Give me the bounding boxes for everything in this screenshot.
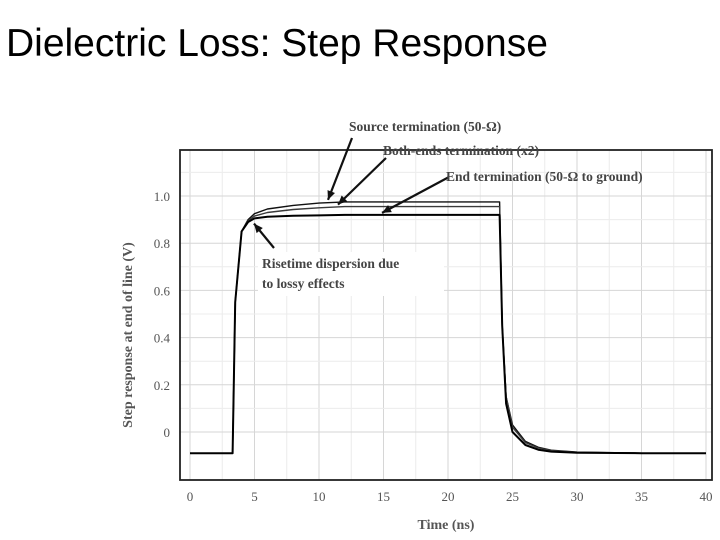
plot-frame — [179, 149, 713, 481]
x-tick-label: 25 — [506, 489, 519, 504]
annotation-arrow — [326, 137, 354, 201]
tick-labels: 0 5 10 15 20 25 30 35 40 0 0.2 0.4 0.6 0.8 1.0 — [154, 189, 713, 504]
x-axis-title: Time (ns) — [418, 518, 475, 533]
annotation-background — [258, 252, 444, 296]
x-tick-label: 30 — [571, 489, 584, 504]
y-tick-label: 0.6 — [154, 283, 171, 298]
x-tick-label: 20 — [442, 489, 455, 504]
grid — [180, 150, 712, 480]
annotation-arrowhead — [327, 190, 335, 200]
x-tick-label: 5 — [251, 489, 258, 504]
annotation-label: End termination (50-Ω to ground) — [446, 169, 643, 184]
x-tick-label: 0 — [187, 489, 194, 504]
slide-title: Dielectric Loss: Step Response — [6, 22, 548, 65]
y-tick-label: 0.2 — [154, 378, 170, 393]
x-tick-label: 35 — [635, 489, 648, 504]
annotation-label: Risetime dispersion due — [262, 256, 399, 271]
x-tick-label: 40 — [700, 489, 713, 504]
annotation-arrowhead — [382, 205, 392, 213]
annotation-label: Source termination (50-Ω) — [349, 119, 501, 134]
y-axis-title: Step response at end of line (V) — [121, 242, 136, 428]
annotation-arrowhead — [254, 223, 263, 234]
series-group — [190, 201, 706, 455]
annotation-arrowhead — [338, 195, 348, 205]
annotation-arrow — [381, 176, 450, 214]
y-tick-label: 0 — [164, 425, 171, 440]
x-tick-label: 10 — [313, 489, 326, 504]
annotation-arrow — [337, 157, 387, 206]
y-tick-label: 0.8 — [154, 236, 170, 251]
annotations: Source termination (50-Ω) Both-ends termi… — [253, 119, 643, 296]
y-tick-label: 0.4 — [154, 331, 171, 346]
y-tick-label: 1.0 — [154, 189, 170, 204]
annotation-label: Both-ends termination (x2) — [383, 143, 539, 158]
series-line-3 — [190, 213, 706, 455]
annotation-label: to lossy effects — [262, 276, 344, 291]
x-tick-label: 15 — [377, 489, 390, 504]
